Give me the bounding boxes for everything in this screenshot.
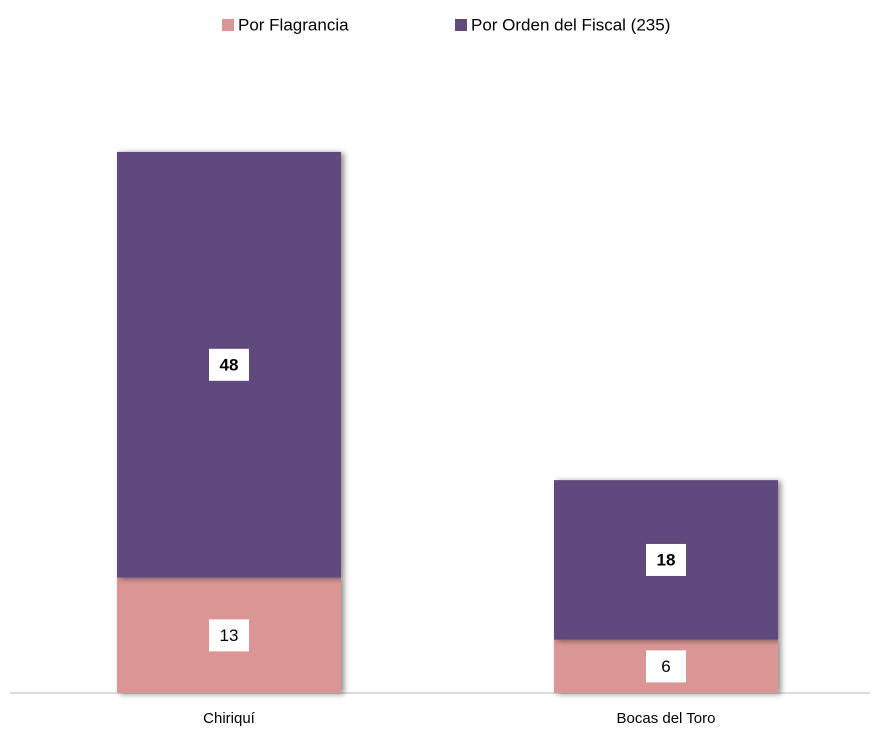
legend-label: Por Orden del Fiscal (235): [471, 15, 670, 34]
data-label-box: [209, 348, 249, 381]
data-label-box: [646, 543, 686, 576]
legend-swatch: [455, 19, 467, 31]
legend-swatch: [222, 19, 234, 31]
x-tick-label: Chiriquí: [203, 710, 256, 727]
data-label-box: [209, 619, 249, 652]
legend-label: Por Flagrancia: [238, 15, 349, 34]
data-label: 18: [657, 550, 676, 569]
data-label: 6: [661, 657, 670, 676]
data-label: 13: [220, 626, 239, 645]
data-label-box: [646, 650, 686, 683]
x-tick-label: Bocas del Toro: [617, 710, 716, 727]
data-label: 48: [220, 355, 239, 374]
